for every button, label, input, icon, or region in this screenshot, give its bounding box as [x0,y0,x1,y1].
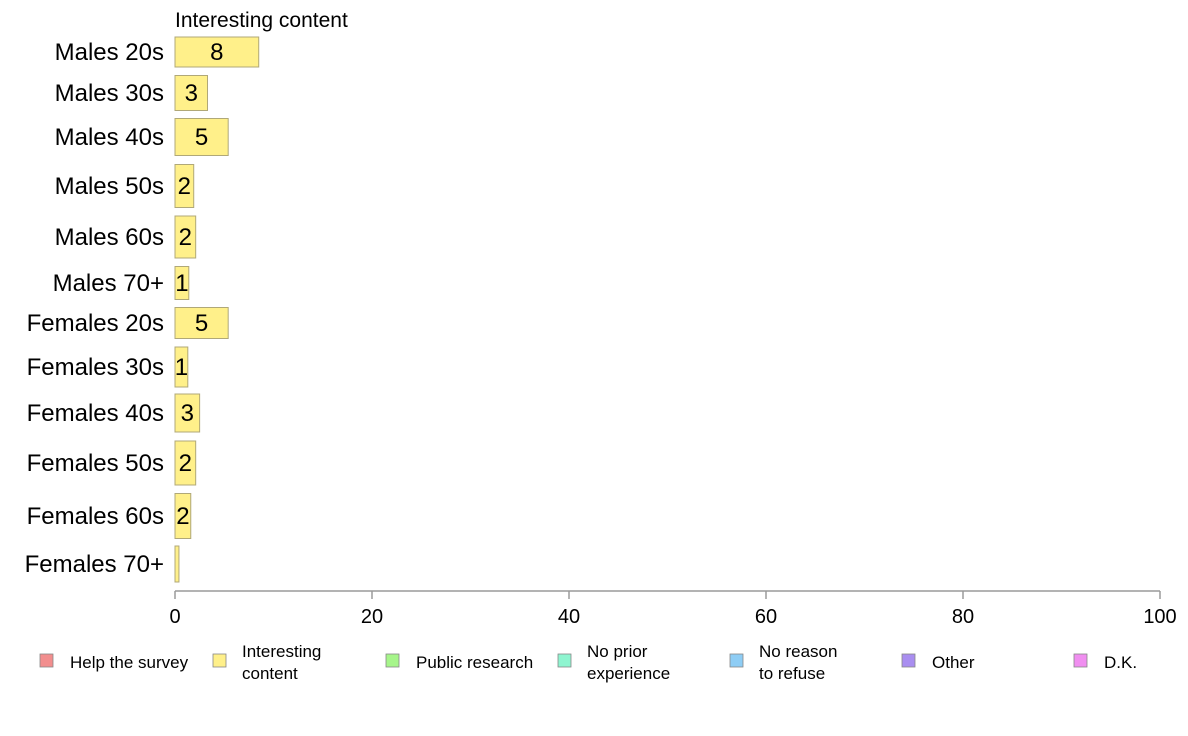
legend-label: Interesting [242,642,321,661]
bar [174,215,197,259]
legend-swatch [901,653,916,668]
x-tick-label: 100 [1143,606,1176,628]
category-label: Males 50s [55,173,164,200]
category-label: Males 20s [55,39,164,66]
bar [174,164,195,208]
bar-value-label: 1 [175,354,188,381]
category-label: Females 50s [27,450,164,477]
bar [174,346,189,388]
legend-label: Help the survey [70,653,189,672]
legend-label: experience [587,664,670,683]
x-tick-label: 80 [952,606,974,628]
legend-label: Public research [416,653,533,672]
legend-swatch [557,653,572,668]
category-label: Females 60s [27,503,164,530]
bar [174,307,229,339]
legend-swatch [729,653,744,668]
bar-value-label: 5 [195,124,208,151]
category-label: Females 70+ [25,551,164,578]
bar-value-label: 3 [185,80,198,107]
bar-value-label: 2 [176,503,189,530]
x-tick-label: 40 [558,606,580,628]
bar [174,493,192,539]
bar-value-label: 2 [179,224,192,251]
bar-value-label: 3 [181,400,194,427]
series-header-label: Interesting content [175,9,348,32]
bar [174,545,180,583]
legend-label: No reason [759,642,837,661]
x-tick-label: 20 [361,606,383,628]
legend-label: D.K. [1104,653,1137,672]
bar [174,118,229,156]
category-label: Males 40s [55,124,164,151]
legend-label: content [242,664,298,683]
legend-swatch [212,653,227,668]
legend-swatch [39,653,54,668]
category-label: Males 60s [55,224,164,251]
bar-value-label: 1 [175,270,188,297]
category-label: Females 30s [27,354,164,381]
legend-label: to refuse [759,664,825,683]
x-tick-label: 60 [755,606,777,628]
legend-swatch [1073,653,1088,668]
category-label: Females 40s [27,400,164,427]
legend-label: No prior [587,642,648,661]
bar [174,36,260,68]
bar-value-label: 8 [210,39,223,66]
bar-value-label: 5 [195,310,208,337]
bar [174,75,209,111]
category-label: Males 70+ [53,270,164,297]
legend-label: Other [932,653,975,672]
bar [174,266,190,300]
category-label: Males 30s [55,80,164,107]
bar [174,393,201,433]
legend-swatch [385,653,400,668]
x-tick-label: 0 [169,606,180,628]
bar-value-label: 2 [178,173,191,200]
bar [174,440,197,486]
bar-value-label: 2 [179,450,192,477]
category-label: Females 20s [27,310,164,337]
